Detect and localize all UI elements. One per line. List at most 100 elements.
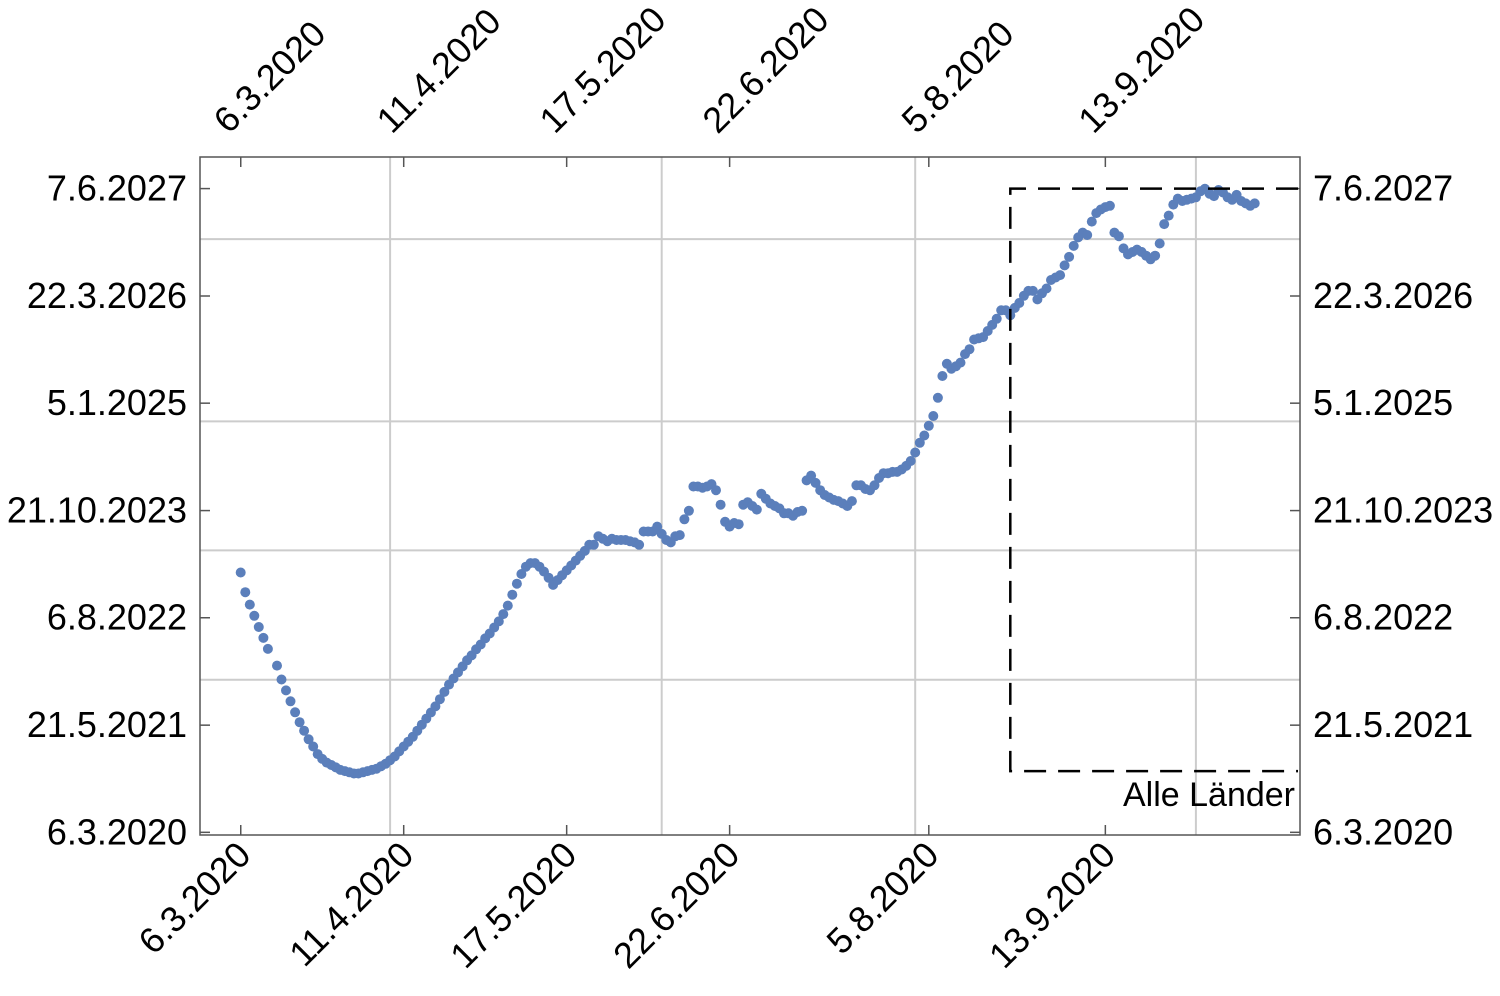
data-point xyxy=(507,589,518,600)
y-tick-label-right: 21.10.2023 xyxy=(1313,490,1493,531)
data-point xyxy=(751,504,762,515)
data-point xyxy=(299,725,310,736)
data-point xyxy=(430,701,441,712)
x-tick-label-top: 5.8.2020 xyxy=(893,13,1021,141)
data-point xyxy=(285,696,296,707)
data-point xyxy=(253,622,264,632)
y-tick-label-right: 5.1.2025 xyxy=(1313,382,1453,423)
data-points xyxy=(235,183,1260,779)
data-point xyxy=(281,685,291,696)
data-point xyxy=(434,694,445,705)
data-point xyxy=(502,600,513,611)
data-point xyxy=(1027,285,1038,296)
data-point xyxy=(493,616,504,627)
data-point xyxy=(711,485,721,496)
y-tick-label-left: 6.8.2022 xyxy=(47,597,187,638)
data-point xyxy=(1154,238,1165,249)
data-point xyxy=(928,411,939,421)
x-tick-label-top: 6.3.2020 xyxy=(205,13,333,141)
data-point xyxy=(679,514,690,525)
data-point xyxy=(1055,270,1066,281)
data-point xyxy=(683,505,694,516)
data-point xyxy=(869,480,880,491)
y-tick-label-right: 6.3.2020 xyxy=(1313,811,1453,852)
data-point xyxy=(240,587,251,598)
data-point xyxy=(543,572,554,583)
data-point xyxy=(910,447,921,458)
data-point xyxy=(733,519,744,530)
data-point xyxy=(308,741,319,752)
y-tick-label-right: 6.8.2022 xyxy=(1313,597,1453,638)
data-point xyxy=(1064,251,1075,262)
legend-label: Alle Länder xyxy=(1123,776,1295,814)
data-point xyxy=(937,371,948,381)
x-tick-label-bottom: 17.5.2020 xyxy=(442,834,584,976)
data-point xyxy=(249,610,260,621)
data-point xyxy=(923,420,934,431)
x-tick-label-top: 17.5.2020 xyxy=(531,0,673,141)
data-point xyxy=(235,567,246,578)
axis-ticks xyxy=(200,157,1300,835)
y-tick-label-left: 5.1.2025 xyxy=(47,382,187,423)
y-tick-label-right: 22.3.2026 xyxy=(1313,275,1473,316)
y-tick-label-left: 21.5.2021 xyxy=(27,704,187,745)
data-point xyxy=(846,496,857,507)
data-point xyxy=(634,539,645,550)
x-tick-label-bottom: 6.3.2020 xyxy=(130,834,258,962)
data-point xyxy=(810,477,821,488)
data-point xyxy=(511,578,522,589)
y-tick-label-left: 6.3.2020 xyxy=(47,811,187,852)
x-tick-label-bottom: 11.4.2020 xyxy=(281,834,421,974)
legend: Alle Länder xyxy=(1009,187,1298,814)
y-tick-label-right: 21.5.2021 xyxy=(1313,704,1473,745)
y-tick-label-left: 7.6.2027 xyxy=(47,168,187,209)
x-tick-label-bottom: 13.9.2020 xyxy=(981,834,1123,976)
data-point xyxy=(303,734,314,745)
y-tick-label-left: 21.10.2023 xyxy=(7,490,187,531)
data-point xyxy=(1086,216,1097,227)
annotation-box xyxy=(1009,187,1298,773)
data-point xyxy=(905,456,916,466)
y-tick-label-right: 7.6.2027 xyxy=(1313,168,1453,209)
data-point xyxy=(919,430,930,441)
data-point xyxy=(1041,283,1052,294)
data-point xyxy=(1068,240,1079,251)
plot-frame xyxy=(199,156,1301,836)
data-point xyxy=(797,505,808,516)
data-point xyxy=(294,717,305,728)
x-tick-label-top: 13.9.2020 xyxy=(1070,0,1212,141)
data-point xyxy=(806,470,817,481)
grid-lines xyxy=(200,157,1300,835)
data-point xyxy=(1249,198,1260,209)
data-point xyxy=(1014,298,1025,308)
data-point xyxy=(674,530,685,541)
x-tick-label-top: 11.4.2020 xyxy=(368,0,508,140)
data-point xyxy=(1150,250,1161,261)
x-tick-label-bottom: 5.8.2020 xyxy=(818,834,946,962)
data-point xyxy=(1082,230,1093,240)
data-point xyxy=(1163,210,1174,221)
data-point xyxy=(955,357,966,368)
data-point xyxy=(439,686,450,697)
data-point xyxy=(715,499,726,510)
x-tick-label-bottom: 22.6.2020 xyxy=(605,834,747,976)
data-point xyxy=(498,609,509,620)
data-point xyxy=(1159,219,1170,230)
data-point xyxy=(276,674,287,685)
data-point xyxy=(1113,231,1124,242)
y-tick-label-left: 22.3.2026 xyxy=(27,275,187,316)
data-point xyxy=(991,313,1002,324)
data-point xyxy=(258,632,269,643)
tick-labels: 6.3.20206.3.202011.4.202011.4.202017.5.2… xyxy=(7,0,1493,976)
data-point xyxy=(272,660,282,671)
data-point xyxy=(244,599,255,610)
data-point xyxy=(932,392,943,403)
data-point xyxy=(290,707,301,718)
data-point xyxy=(1059,260,1070,271)
x-tick-label-top: 22.6.2020 xyxy=(694,0,836,141)
data-point xyxy=(262,643,273,654)
data-point xyxy=(588,539,599,550)
data-point xyxy=(1104,200,1115,211)
data-point xyxy=(652,521,663,532)
